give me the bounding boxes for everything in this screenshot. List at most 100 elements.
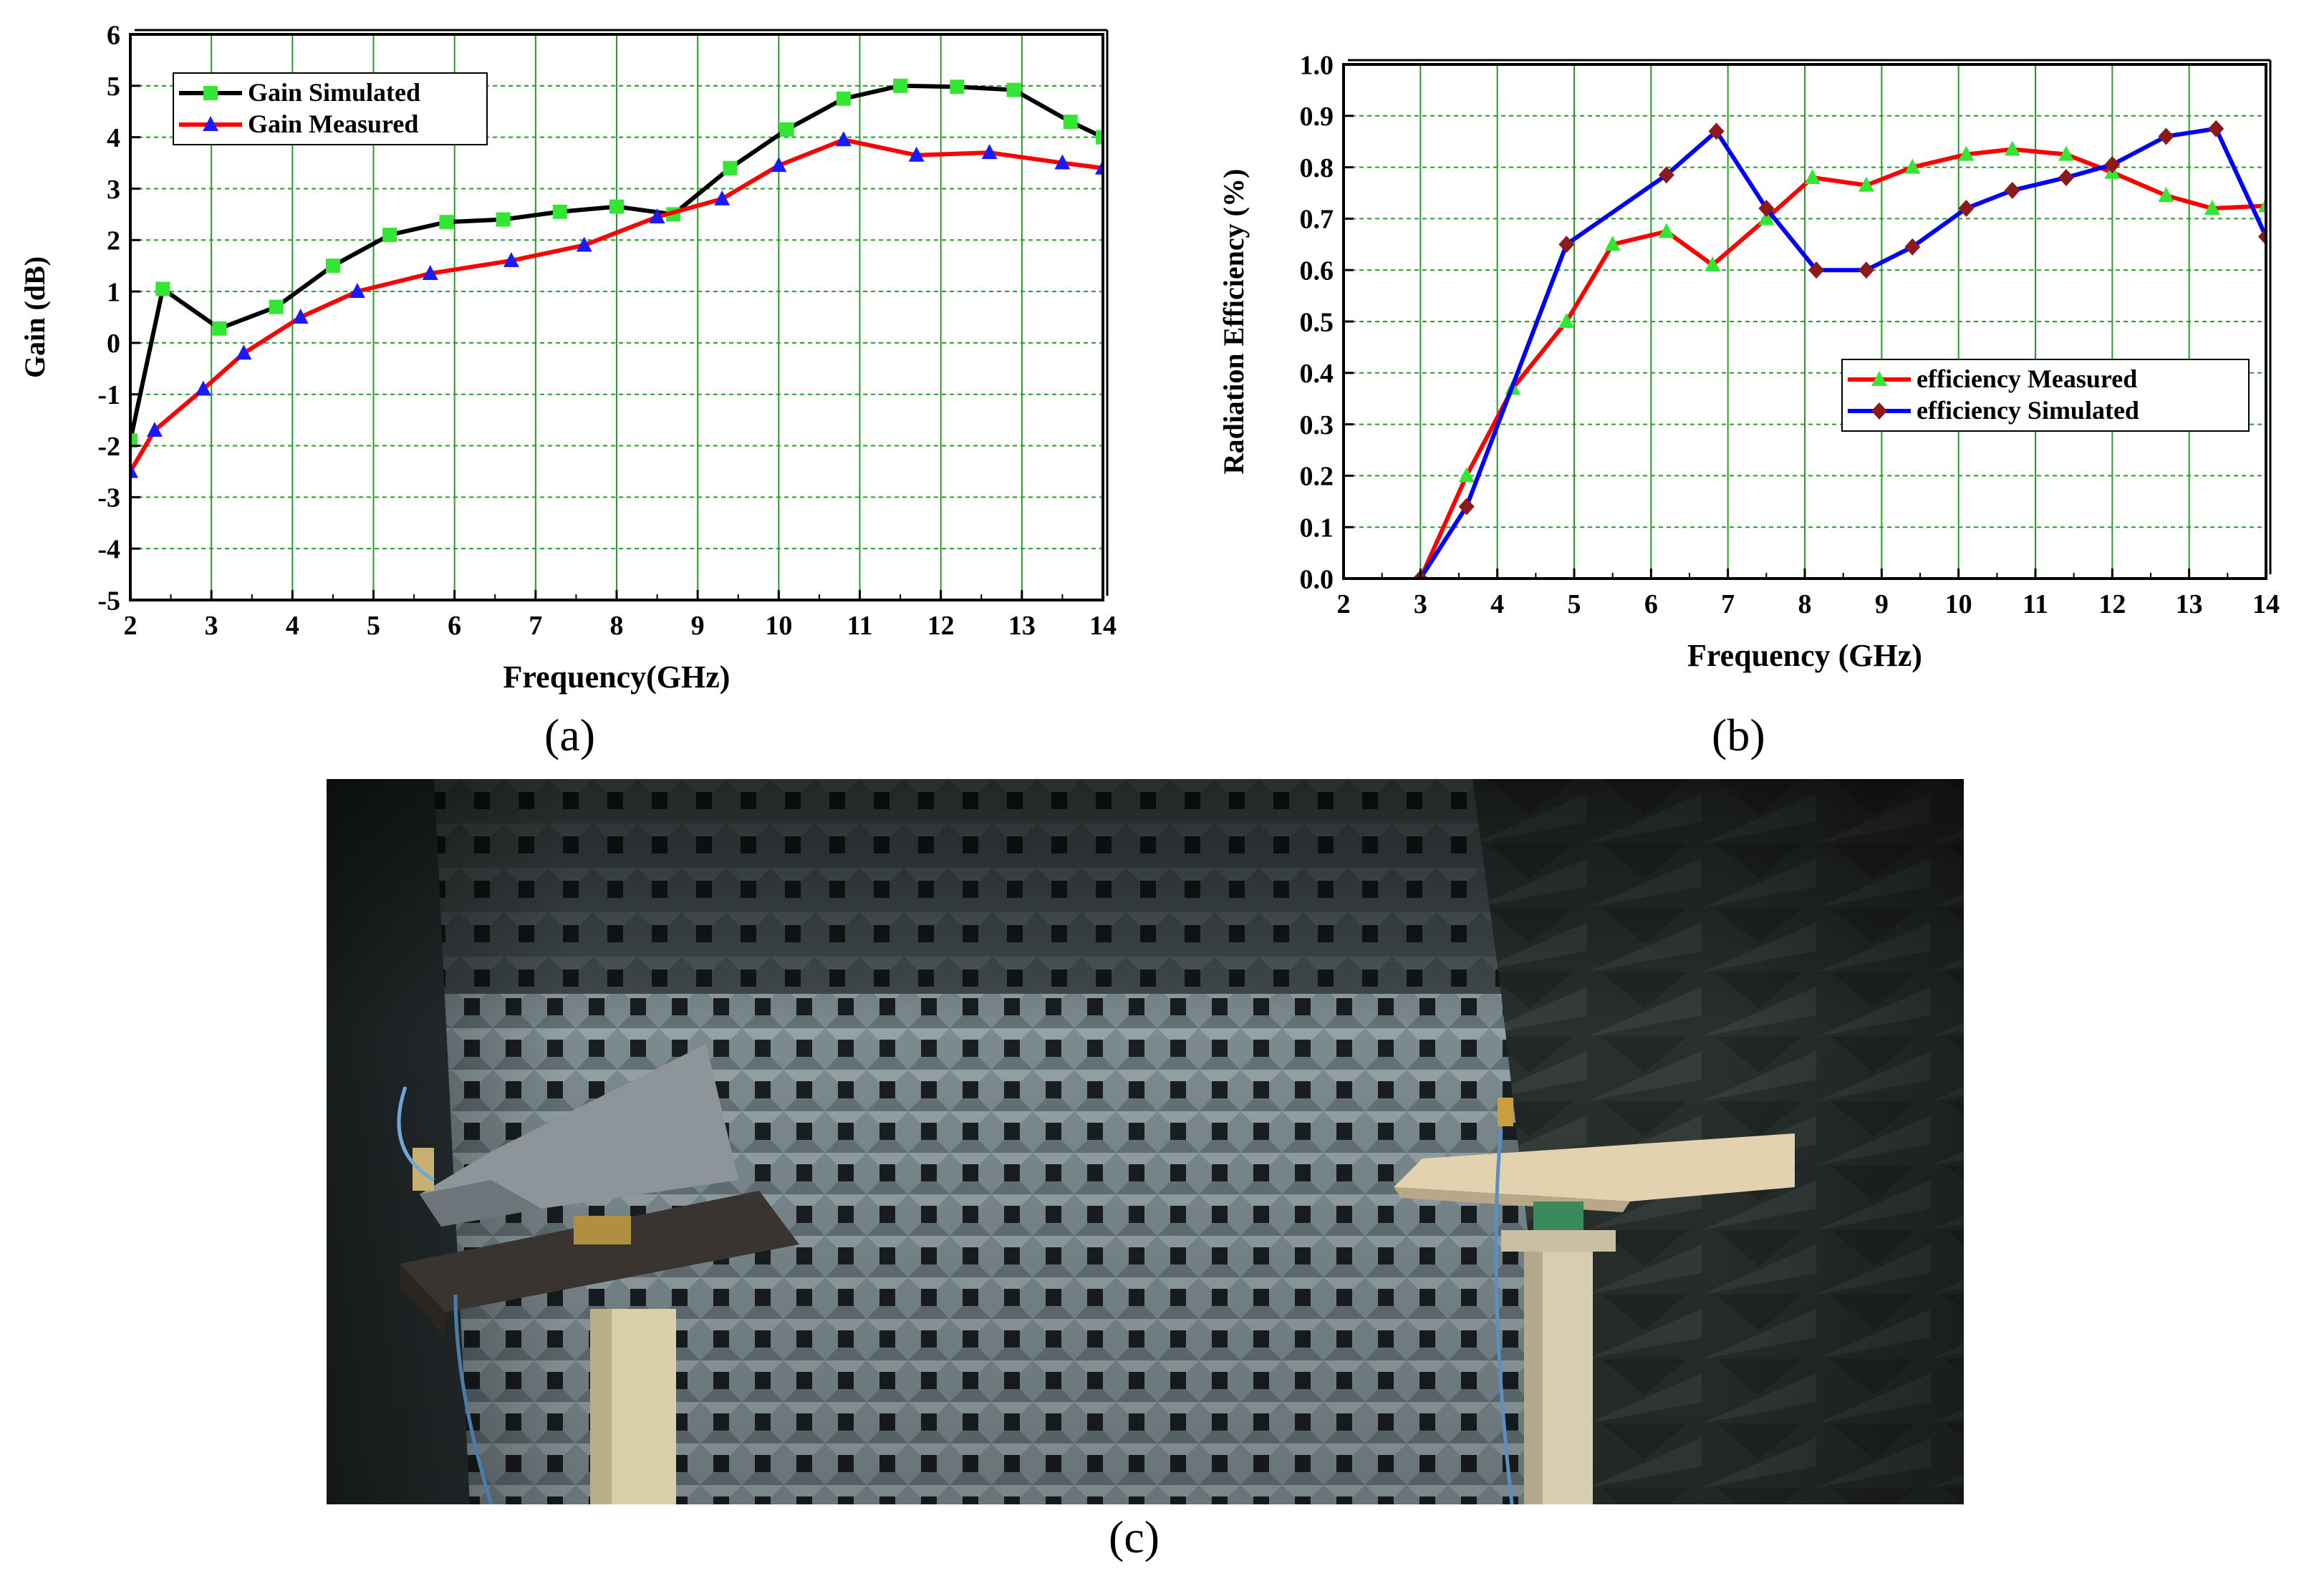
data-point [2208,120,2224,137]
data-point [1006,82,1021,97]
x-tick-label: 10 [1945,589,1972,619]
data-point [723,160,738,175]
data-point [609,199,624,214]
caption-a: (a) [544,710,596,760]
y-tick-label: -5 [97,586,120,616]
data-point [1658,223,1674,238]
caption-c: (c) [1109,1512,1160,1562]
series-1 [1412,120,2266,579]
data-point [1958,145,1975,161]
data-point [2258,197,2266,213]
y-tick-label: 0.2 [1300,462,1334,492]
legend-marker [203,116,218,131]
data-point [2158,127,2174,145]
data-point [950,79,965,95]
data-point [2004,181,2020,199]
x-tick-label: 9 [1875,589,1889,619]
x-axis-label: Frequency(GHz) [503,659,731,695]
y-tick-label: 6 [107,20,120,50]
x-tick-label: 13 [2176,589,2203,619]
x-tick-label: 9 [691,611,705,641]
data-point [836,91,851,106]
data-point [236,344,252,360]
data-point [382,228,397,243]
x-tick-label: 4 [1490,589,1504,619]
series-line [1418,147,2266,579]
data-point [1904,238,1921,256]
y-tick-label: -4 [97,534,120,564]
legend-label: efficiency Measured [1917,364,2137,393]
data-point [779,122,794,137]
x-tick-label: 4 [286,611,299,641]
x-tick-label: 8 [1798,589,1812,619]
data-point [649,208,665,223]
data-point [195,380,211,396]
data-point [439,215,454,230]
series-0 [1416,140,2266,579]
data-point [1096,130,1103,145]
y-axis-label: Radiation Efficiency (%) [1218,169,1250,475]
x-tick-label: 8 [610,611,624,641]
data-point [1705,256,1721,272]
y-tick-label: 0.5 [1300,307,1334,337]
data-point [552,204,567,219]
data-point [1858,176,1874,192]
data-point [1758,200,1775,218]
legend-label: efficiency Simulated [1917,396,2139,425]
efficiency-chart: 2 3 4 5 6 7 8 9 10 11 12 13 14 1.0 0.9 0.8 0.7 0.6 0.5 0.4 0… [1218,50,2280,673]
data-point [1458,498,1475,516]
data-point [2058,168,2074,186]
x-tick-label: 3 [205,611,218,641]
gain-chart: 2 3 4 5 6 7 8 9 10 11 12 13 146543210-1-2-3-4-5Frequ… [19,20,1117,695]
x-tick-label: 12 [2098,589,2126,619]
y-tick-label: -1 [97,380,120,410]
data-point [714,190,731,205]
caption-b: (b) [1712,710,1765,760]
y-axis-label: Gain (dB) [19,256,51,378]
y-tick-label: 3 [107,175,120,205]
data-point [349,283,365,299]
data-point [496,212,511,227]
data-point [1758,210,1775,226]
y-tick-label: -2 [97,432,120,462]
grid [1344,64,2266,579]
data-point [981,144,998,160]
series-1 [130,131,1103,478]
data-point [1808,261,1825,279]
data-point [155,281,170,296]
data-point [893,78,908,93]
data-point [325,258,340,274]
x-tick-label: 2 [124,611,138,641]
x-tick-label: 5 [1568,589,1581,619]
ticks: 2 3 4 5 6 7 8 9 10 11 12 13 14 1.0 0.9 0.8 0.7 0.6 0.5 0.4 0… [1300,50,2280,619]
data-point [835,131,852,147]
legend: Gain Simulated Gain Measured [173,72,488,145]
x-tick-label: 11 [2023,589,2048,619]
legend-marker [1871,402,1887,420]
data-point [1958,200,1975,218]
data-point [2258,228,2266,246]
data-point [422,264,438,280]
y-tick-label: 0.3 [1300,410,1334,440]
data-point [2104,156,2121,174]
data-point [1458,467,1475,483]
data-point [1095,159,1103,175]
data-point [576,236,592,252]
data-point [2058,145,2074,161]
data-point [130,433,138,448]
x-tick-label: 14 [1089,611,1117,641]
x-tick-label: 10 [765,611,792,641]
data-point [2158,187,2174,203]
data-point [130,463,138,478]
y-tick-label: 0.9 [1300,102,1334,132]
y-tick-label: 0 [107,329,120,359]
data-point [1054,154,1071,170]
x-tick-label: 14 [2252,589,2280,619]
series-0 [130,78,1103,448]
legend: efficiency Measured efficiency Simulated [1841,359,2250,432]
x-tick-label: 11 [847,611,873,641]
y-tick-label: 0.6 [1300,256,1334,286]
data-point [212,321,227,336]
x-tick-label: 13 [1008,611,1036,641]
x-axis-label: Frequency (GHz) [1687,638,1922,673]
